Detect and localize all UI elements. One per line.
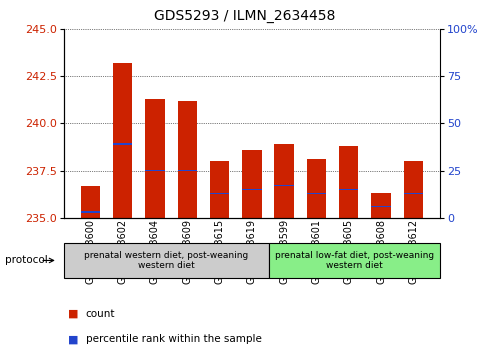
Bar [306,192,325,194]
Bar [113,63,132,218]
Text: percentile rank within the sample: percentile rank within the sample [85,334,261,344]
Bar [145,99,164,218]
Text: GDS5293 / ILMN_2634458: GDS5293 / ILMN_2634458 [154,9,334,23]
Bar [274,185,293,187]
Text: count: count [85,309,115,319]
Text: prenatal western diet, post-weaning
western diet: prenatal western diet, post-weaning west… [84,251,248,270]
Bar [403,192,422,194]
Text: protocol: protocol [5,256,47,265]
Text: ■: ■ [68,334,79,344]
Bar [81,186,100,218]
Bar [370,193,390,218]
Bar [209,192,229,194]
Text: prenatal low-fat diet, post-weaning
western diet: prenatal low-fat diet, post-weaning west… [274,251,433,270]
Bar [338,189,358,190]
Bar [177,101,197,218]
Bar [338,146,358,218]
Text: ■: ■ [68,309,79,319]
Bar [403,161,422,218]
Bar [306,159,325,218]
Bar [177,170,197,171]
Bar [113,143,132,145]
Bar [81,211,100,213]
Bar [370,206,390,207]
Bar [145,170,164,171]
Bar [274,144,293,218]
Bar [209,161,229,218]
Bar [242,189,261,190]
Bar [242,150,261,218]
